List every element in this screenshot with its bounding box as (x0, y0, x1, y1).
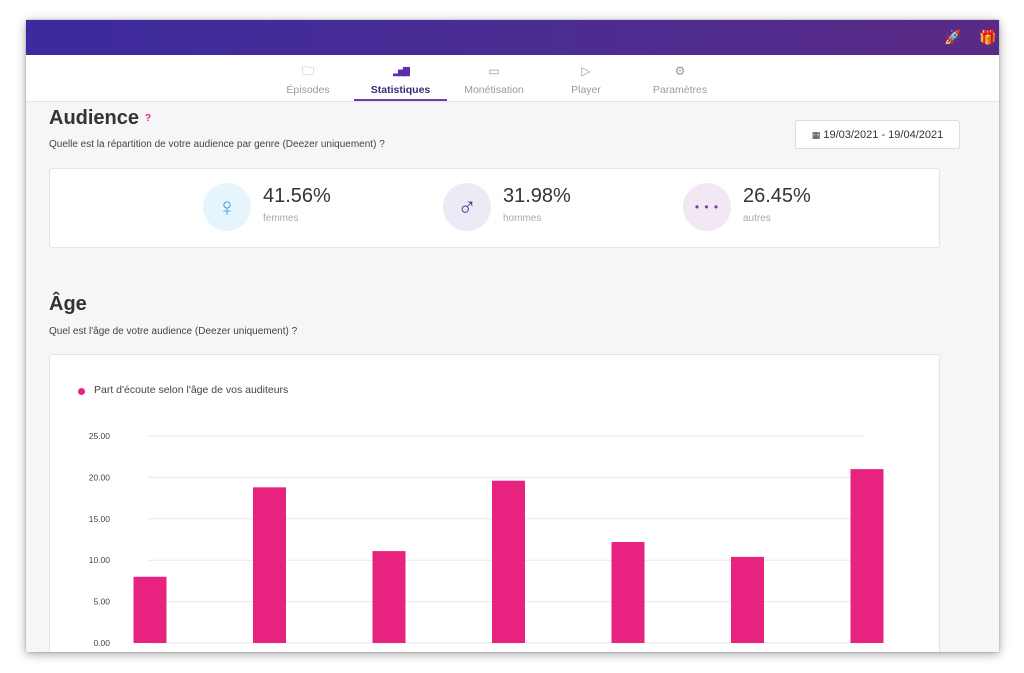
audience-question: Quelle est la répartition de votre audie… (49, 139, 385, 150)
tab-parametres[interactable]: ⚙ Paramètres (642, 55, 718, 101)
y-tick-label: 25.00 (89, 431, 111, 441)
stat-label: autres (743, 213, 771, 224)
folder-icon: 🗀 (301, 64, 314, 78)
y-tick-label: 10.00 (89, 555, 111, 565)
male-icon: ♂ (443, 183, 491, 231)
gear-icon: ⚙ (674, 64, 686, 78)
y-tick-label: 20.00 (89, 472, 111, 482)
bar[interactable] (611, 541, 645, 643)
stat-label: femmes (263, 213, 299, 224)
tab-monetisation[interactable]: ▭ Monétisation (456, 55, 532, 101)
tab-label: Statistiques (370, 84, 431, 96)
bar[interactable] (731, 556, 764, 643)
play-circle-icon: ▷ (581, 64, 591, 78)
gift-icon[interactable]: 🎁 (979, 29, 997, 45)
bar[interactable] (850, 469, 884, 643)
legend-label: Part d'écoute selon l'âge de vos auditeu… (94, 384, 289, 396)
tab-label: Player (571, 84, 601, 96)
bar[interactable] (492, 480, 525, 643)
tab-label: Épisodes (286, 84, 330, 96)
more-icon: • • • (683, 183, 731, 231)
stat-value: 26.45% (743, 185, 811, 207)
tab-player[interactable]: ▷ Player (551, 55, 621, 101)
y-tick-label: 15.00 (89, 514, 111, 524)
age-question: Quel est l'âge de votre audience (Deezer… (49, 326, 298, 337)
stat-value: 31.98% (503, 185, 571, 207)
tab-bar: 🗀 Épisodes ▂▅▇ Statistiques ▭ Monétisati… (26, 55, 999, 102)
app-window: 🚀 🎁 🗀 Épisodes ▂▅▇ Statistiques ▭ Monéti… (26, 20, 999, 652)
calendar-icon: ▦ (811, 130, 821, 140)
banknote-icon: ▭ (488, 64, 500, 78)
help-icon[interactable]: ? (145, 113, 152, 124)
audience-title: Audience (49, 107, 140, 129)
age-title: Âge (49, 293, 87, 315)
date-range-value: 19/03/2021 - 19/04/2021 (823, 129, 944, 141)
y-tick-label: 0.00 (93, 638, 110, 648)
bar[interactable] (133, 576, 167, 643)
legend-marker (78, 388, 85, 395)
female-icon: ♀ (203, 183, 251, 231)
gender-card: ♀ 41.56% femmes ♂ 31.98% hommes • • • 26… (49, 168, 940, 248)
date-range-picker[interactable]: ▦ 19/03/2021 - 19/04/2021 (795, 120, 960, 149)
bar-chart-icon: ▂▅▇ (393, 66, 410, 76)
bar[interactable] (372, 551, 406, 643)
y-tick-label: 5.00 (93, 597, 110, 607)
rocket-icon[interactable]: 🚀 (944, 29, 962, 45)
age-chart-card: Part d'écoute selon l'âge de vos auditeu… (49, 354, 940, 652)
tab-statistiques[interactable]: ▂▅▇ Statistiques (354, 55, 447, 101)
stat-label: hommes (503, 213, 542, 224)
tab-label: Monétisation (464, 84, 524, 96)
tab-episodes[interactable]: 🗀 Épisodes (270, 55, 346, 101)
stat-value: 41.56% (263, 185, 331, 207)
tab-label: Paramètres (652, 84, 708, 96)
bar[interactable] (253, 487, 286, 643)
top-bar: 🚀 🎁 (26, 20, 999, 55)
